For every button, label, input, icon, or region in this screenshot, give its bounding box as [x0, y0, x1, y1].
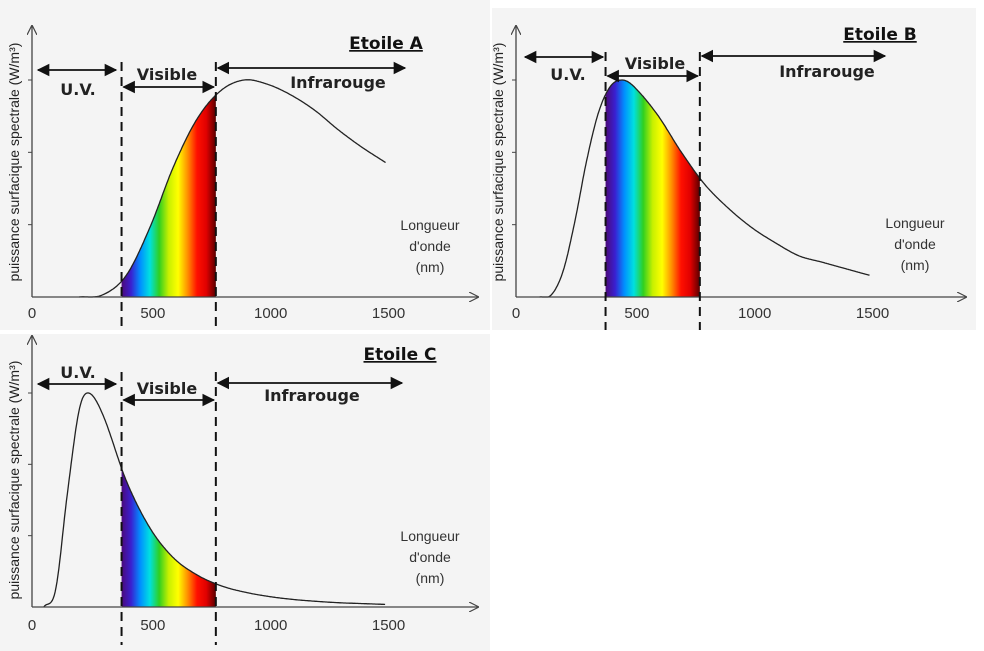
x-tick-label: 1000 — [254, 305, 287, 322]
visible-spectrum-area — [605, 80, 700, 297]
uv-label: U.V. — [550, 65, 585, 84]
uv-label: U.V. — [60, 363, 95, 382]
chart-title: Etoile C — [364, 345, 437, 365]
x-tick-label: 1000 — [254, 617, 287, 634]
x-axis-label-line: d'onde — [409, 549, 451, 565]
x-tick-label: 1500 — [372, 617, 405, 634]
x-tick-label: 1500 — [372, 305, 405, 322]
infrared-label: Infrarouge — [779, 62, 875, 81]
y-axis-label: puissance surfacique spectrale (W/m³) — [6, 43, 22, 282]
visible-label: Visible — [137, 379, 198, 398]
visible-label: Visible — [137, 65, 198, 84]
infrared-label: Infrarouge — [290, 73, 386, 92]
x-axis-label: Longueur d'onde (nm) — [400, 217, 460, 275]
x-tick-label: 0 — [512, 305, 520, 322]
panel-background — [0, 0, 490, 330]
x-axis-label-line: (nm) — [416, 259, 445, 275]
x-axis-label-line: Longueur — [400, 528, 460, 544]
chart-panel-a: 0 500 1000 1500 U.V. Visible Infrarouge Etoile … — [0, 0, 490, 330]
x-axis-label: Longueur d'onde (nm) — [400, 528, 460, 586]
x-axis-label-line: Longueur — [400, 217, 460, 233]
x-tick-label: 1500 — [856, 305, 889, 322]
x-tick-label: 0 — [28, 305, 36, 322]
x-axis-label-line: (nm) — [416, 570, 445, 586]
x-axis-label-line: d'onde — [409, 238, 451, 254]
spectrum-curve — [43, 392, 386, 608]
infrared-label: Infrarouge — [264, 386, 360, 405]
chart-title: Etoile A — [349, 34, 424, 54]
visible-label: Visible — [625, 54, 686, 73]
x-tick-label: 500 — [624, 305, 649, 322]
x-axis-label-line: (nm) — [901, 257, 930, 273]
spectrum-curve — [79, 79, 386, 298]
x-tick-label: 500 — [140, 617, 165, 634]
x-axis-label-line: Longueur — [885, 215, 945, 231]
chart-title: Etoile B — [843, 25, 916, 45]
spectrum-curve — [539, 79, 870, 298]
x-tick-label: 1000 — [738, 305, 771, 322]
uv-label: U.V. — [60, 80, 95, 99]
chart-panel-b: 0 500 1000 1500 U.V. Visible Infrarouge Etoile … — [490, 8, 976, 330]
x-tick-label: 500 — [140, 305, 165, 322]
x-tick-label: 0 — [28, 617, 36, 634]
x-axis-label-line: d'onde — [894, 236, 936, 252]
x-axis-label: Longueur d'onde (nm) — [885, 215, 945, 273]
visible-spectrum-area — [121, 95, 216, 297]
y-axis-label: puissance surfacique spectrale (W/m³) — [6, 361, 22, 600]
y-axis-label: puissance surfacique spectrale (W/m³) — [490, 43, 506, 282]
chart-panel-c: 0 500 1000 1500 U.V. Visible Infrarouge Etoile … — [0, 334, 490, 651]
